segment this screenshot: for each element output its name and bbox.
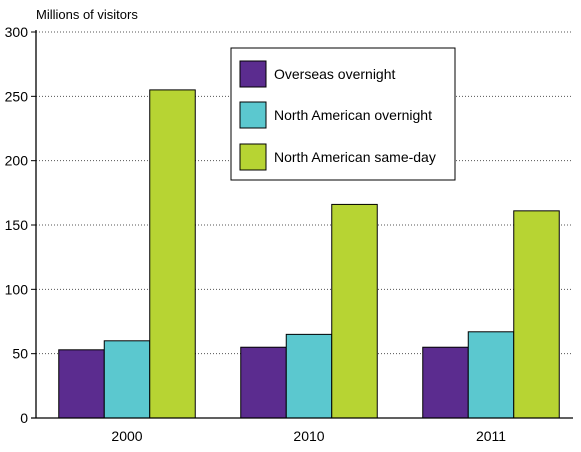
y-tick-label: 250 [5, 88, 29, 104]
legend: Overseas overnight North American overnig… [230, 47, 456, 181]
y-axis-ticks: 0 50 100 150 200 250 300 [5, 24, 36, 426]
legend-swatch [239, 60, 267, 88]
y-tick-label: 150 [5, 217, 29, 233]
bar [285, 333, 333, 419]
bar [331, 203, 378, 419]
legend-label: North American same-day [274, 149, 436, 165]
y-tick-label: 100 [5, 281, 29, 297]
legend-box [230, 47, 456, 181]
y-tick-label: 0 [20, 410, 28, 426]
y-tick-label: 50 [12, 346, 28, 362]
y-tick-label: 300 [5, 24, 29, 40]
x-axis-ticks: 2000 2010 2011 [111, 428, 506, 444]
axes [31, 30, 573, 419]
bar [149, 89, 196, 419]
bar [422, 346, 469, 419]
bar [240, 346, 287, 419]
x-tick-label: 2010 [293, 428, 324, 444]
legend-swatch [239, 101, 267, 129]
bar [513, 210, 560, 419]
legend-label: North American overnight [274, 107, 432, 123]
bar [58, 349, 105, 419]
bar [467, 331, 515, 419]
bar [103, 340, 151, 419]
legend-swatch [239, 143, 267, 171]
x-tick-label: 2000 [111, 428, 142, 444]
bars [58, 89, 560, 419]
legend-label: Overseas overnight [274, 66, 396, 82]
y-tick-label: 200 [5, 153, 29, 169]
x-tick-label: 2011 [476, 428, 506, 444]
y-axis-label: Millions of visitors [36, 7, 138, 22]
